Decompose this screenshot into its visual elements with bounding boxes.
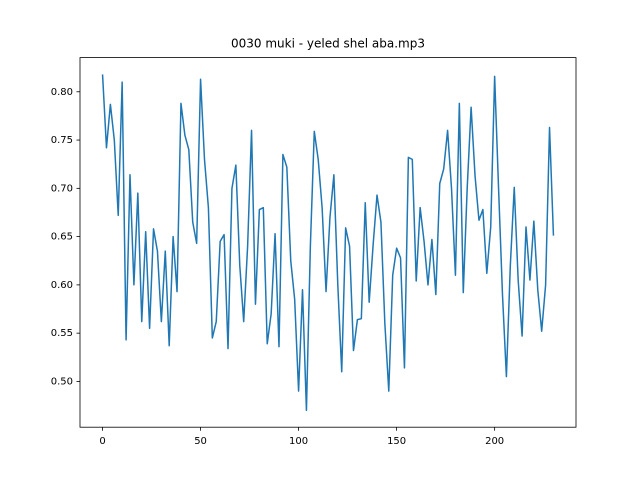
y-tick-label: 0.80 xyxy=(51,87,73,98)
x-tick-label: 100 xyxy=(289,436,308,447)
x-tick-label: 50 xyxy=(194,436,207,447)
data-line xyxy=(101,74,555,412)
y-tick-label: 0.75 xyxy=(51,135,73,146)
x-tick-label: 150 xyxy=(387,436,406,447)
y-tick-label: 0.50 xyxy=(51,376,73,387)
y-tick-label: 0.60 xyxy=(51,280,73,291)
chart-title: 0030 muki - yeled shel aba.mp3 xyxy=(231,37,425,51)
plot-frame xyxy=(79,57,577,428)
x-tick-label: 200 xyxy=(485,436,504,447)
y-tick-label: 0.70 xyxy=(51,183,73,194)
y-tick-label: 0.55 xyxy=(51,328,73,339)
y-tick-label: 0.65 xyxy=(51,232,73,243)
x-tick-label: 0 xyxy=(99,436,105,447)
